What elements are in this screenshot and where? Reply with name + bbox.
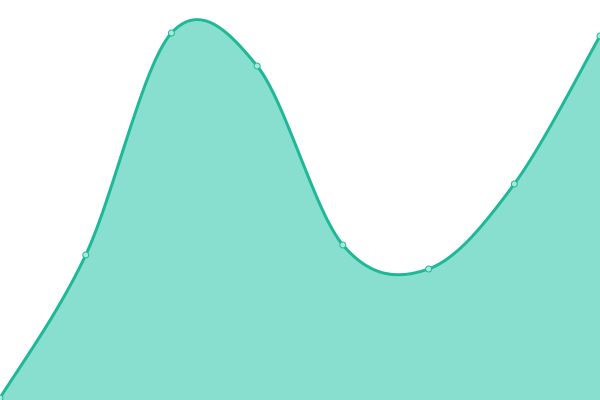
data-point	[0, 394, 4, 400]
data-point	[425, 265, 433, 273]
data-point	[510, 180, 518, 188]
series-line	[0, 18, 600, 399]
data-point	[596, 32, 600, 40]
data-point	[167, 29, 175, 37]
data-markers	[0, 29, 600, 400]
data-point	[339, 241, 347, 249]
data-point	[82, 251, 90, 259]
data-point	[253, 62, 261, 70]
area-fill	[0, 19, 600, 400]
